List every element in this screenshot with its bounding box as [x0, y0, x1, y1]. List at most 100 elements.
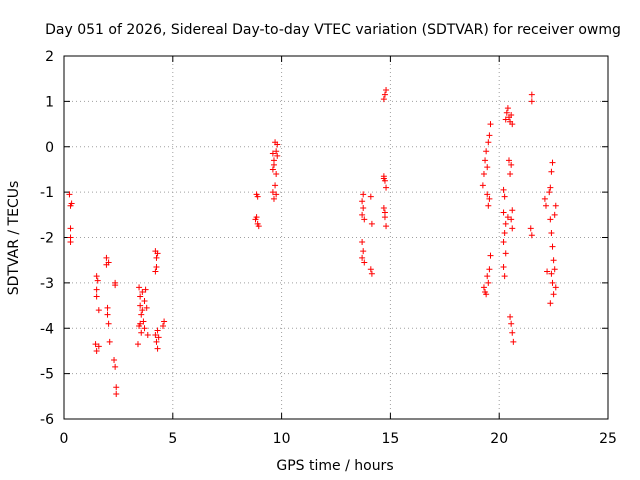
- data-point: [140, 318, 147, 325]
- data-point: [508, 216, 515, 223]
- data-point: [549, 159, 556, 166]
- data-point: [508, 111, 515, 118]
- data-point: [380, 96, 387, 103]
- data-point: [104, 304, 111, 311]
- data-point: [552, 284, 559, 291]
- data-point: [113, 384, 120, 391]
- data-point: [479, 182, 486, 189]
- y-tick-label: -2: [40, 231, 54, 247]
- grid: [64, 56, 608, 419]
- data-point: [527, 225, 534, 232]
- y-tick-label: -3: [40, 276, 54, 292]
- data-point: [528, 91, 535, 98]
- y-tick-label: -1: [40, 185, 54, 201]
- data-point: [509, 121, 516, 128]
- data-point: [68, 200, 75, 207]
- data-point: [502, 220, 509, 227]
- data-point: [541, 195, 548, 202]
- data-point: [504, 105, 511, 112]
- data-point: [383, 87, 390, 94]
- data-point: [112, 279, 119, 286]
- data-point: [485, 279, 492, 286]
- data-point: [508, 161, 515, 168]
- data-point: [550, 257, 557, 264]
- data-point: [548, 270, 555, 277]
- data-points: [66, 87, 559, 398]
- chart-title: Day 051 of 2026, Sidereal Day-to-day VTE…: [45, 22, 621, 38]
- axis-ticks: [63, 55, 609, 420]
- data-point: [485, 139, 492, 146]
- data-point: [480, 170, 487, 177]
- data-point: [141, 325, 148, 332]
- data-point: [94, 277, 101, 284]
- data-point: [274, 152, 281, 159]
- data-point: [95, 307, 102, 314]
- data-point: [484, 273, 491, 280]
- data-point: [510, 338, 517, 345]
- data-point: [500, 263, 507, 270]
- data-point: [487, 121, 494, 128]
- data-point: [255, 223, 262, 230]
- data-point: [160, 322, 167, 329]
- data-point: [93, 286, 100, 293]
- data-point: [105, 320, 112, 327]
- data-point: [274, 141, 281, 148]
- data-point: [67, 225, 74, 232]
- data-point: [507, 313, 514, 320]
- data-point: [273, 170, 280, 177]
- data-point: [381, 91, 388, 98]
- data-point: [383, 223, 390, 230]
- data-point: [509, 225, 516, 232]
- data-point: [112, 363, 119, 370]
- data-point: [380, 175, 387, 182]
- data-point: [359, 211, 366, 218]
- data-point: [359, 198, 366, 205]
- data-point: [105, 259, 112, 266]
- data-point: [270, 161, 277, 168]
- data-point: [551, 211, 558, 218]
- data-point: [137, 293, 144, 300]
- data-point: [134, 341, 141, 348]
- data-point: [480, 284, 487, 291]
- data-point: [383, 184, 390, 191]
- data-point: [154, 345, 161, 352]
- data-point: [136, 284, 143, 291]
- data-point: [487, 252, 494, 259]
- data-point: [367, 193, 374, 200]
- data-point: [486, 132, 493, 139]
- data-point: [502, 250, 509, 257]
- data-point: [154, 327, 161, 334]
- data-point: [500, 239, 507, 246]
- data-point: [67, 239, 74, 246]
- data-point: [93, 273, 100, 280]
- data-point: [142, 286, 149, 293]
- data-point: [547, 184, 554, 191]
- data-point: [549, 243, 556, 250]
- data-point: [486, 266, 493, 273]
- data-point: [546, 189, 553, 196]
- data-point: [484, 164, 491, 171]
- data-point: [361, 259, 368, 266]
- data-point: [144, 332, 151, 339]
- data-point: [500, 186, 507, 193]
- data-point: [547, 216, 554, 223]
- data-point: [360, 191, 367, 198]
- data-point: [152, 268, 159, 275]
- data-point: [152, 332, 159, 339]
- data-point: [106, 338, 113, 345]
- data-point: [508, 320, 515, 327]
- data-point: [66, 191, 73, 198]
- data-point: [154, 250, 161, 257]
- x-tick-label: 0: [60, 431, 69, 447]
- data-point: [483, 148, 490, 155]
- data-point: [502, 116, 509, 123]
- data-point: [92, 341, 99, 348]
- data-point: [482, 157, 489, 164]
- data-point: [270, 195, 277, 202]
- data-point: [547, 300, 554, 307]
- data-point: [509, 329, 516, 336]
- data-point: [143, 304, 150, 311]
- data-point: [138, 311, 145, 318]
- x-axis-label: GPS time / hours: [276, 458, 393, 474]
